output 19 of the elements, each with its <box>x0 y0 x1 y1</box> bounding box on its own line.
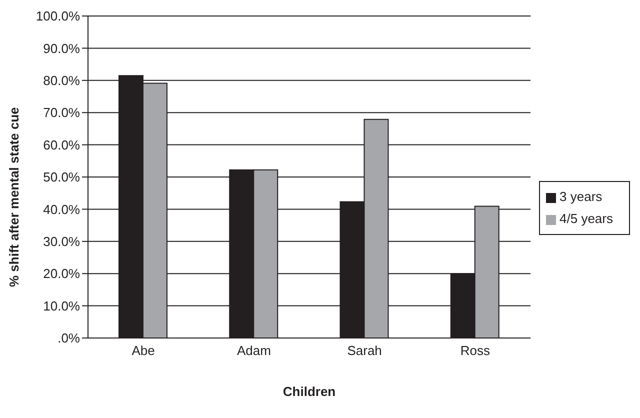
y-tick-label: 10.0% <box>43 298 80 314</box>
x-tick-label: Adam <box>236 343 271 358</box>
y-tick-label: 60.0% <box>43 137 80 152</box>
y-tick-label: .0% <box>58 330 80 346</box>
y-tick-label: 80.0% <box>43 73 80 88</box>
y-axis-title: % shift after mental state cue <box>6 107 22 287</box>
y-tick-label: 70.0% <box>43 105 80 120</box>
y-tick-label: 40.0% <box>43 202 80 217</box>
y-tick-label: 20.0% <box>43 266 80 282</box>
y-tick-label: 100.0% <box>36 8 80 24</box>
x-tick-label: Abe <box>132 343 155 358</box>
x-axis-title: Children <box>282 384 336 399</box>
legend-label: 4/5 years <box>560 211 613 226</box>
x-tick-label: Ross <box>460 343 491 358</box>
y-tick-label: 50.0% <box>43 170 80 185</box>
legend-label: 3 years <box>560 189 602 204</box>
y-tick-label: 90.0% <box>43 40 80 56</box>
x-tick-label: Sarah <box>347 343 382 358</box>
y-tick-label: 30.0% <box>43 234 80 250</box>
